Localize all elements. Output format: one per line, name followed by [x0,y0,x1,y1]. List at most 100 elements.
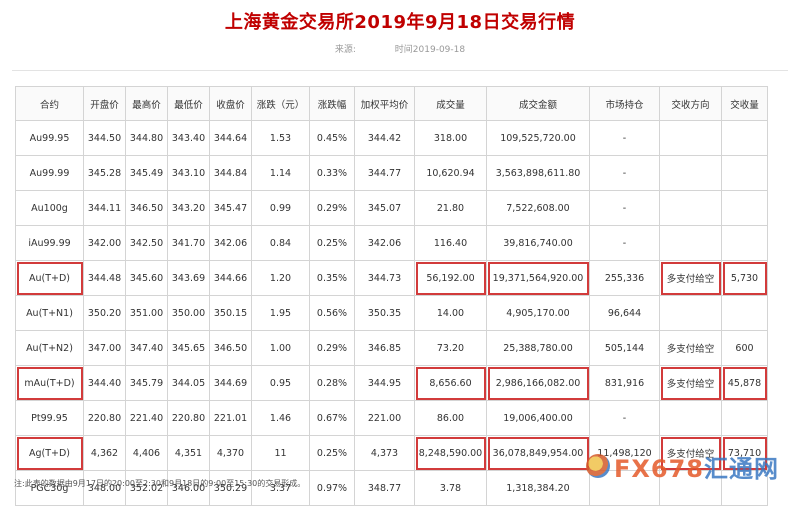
contract-cell: Au(T+N1) [15,295,84,331]
table-cell: 342.06 [354,225,415,261]
table-cell: 4,905,170.00 [486,295,590,331]
table-cell: 5,730 [721,260,768,296]
table-cell: 2,986,166,082.00 [486,365,590,401]
table-cell: 19,006,400.00 [486,400,590,436]
table-cell: 600 [721,330,768,366]
table-cell: 318.00 [414,120,487,156]
table-cell: 255,336 [589,260,660,296]
table-cell [659,120,722,156]
table-cell: 36,078,849,954.00 [486,435,590,471]
contract-cell: iAu99.99 [15,225,84,261]
table-cell: 343.40 [167,120,210,156]
contract-cell: Pt99.95 [15,400,84,436]
table-cell: 344.73 [354,260,415,296]
table-cell: 351.00 [125,295,168,331]
table-cell: 1.00 [251,330,310,366]
table-cell: 14.00 [414,295,487,331]
table-cell: 344.77 [354,155,415,191]
table-cell: 342.00 [83,225,126,261]
table-cell: 86.00 [414,400,487,436]
table-cell: 343.20 [167,190,210,226]
table-cell: - [589,155,660,191]
table-cell: 0.45% [309,120,355,156]
table-cell: 0.99 [251,190,310,226]
table-cell: 344.11 [83,190,126,226]
table-cell: 0.28% [309,365,355,401]
table-cell: 10,620.94 [414,155,487,191]
table-cell: 19,371,564,920.00 [486,260,590,296]
column-header: 交收方向 [659,86,722,121]
table-cell: 341.70 [167,225,210,261]
table-cell: 56,192.00 [414,260,487,296]
column-header: 成交金额 [486,86,590,121]
table-cell: 1,318,384.20 [486,470,590,506]
table-row: Au100g 344.11 346.50 343.20 345.47 0.99 0.29% 3… [15,190,768,226]
table-cell [659,400,722,436]
table-cell: 346.50 [125,190,168,226]
table-cell: 345.65 [167,330,210,366]
column-header: 市场持仓 [589,86,660,121]
header-row: 合约 开盘价 最高价 最低价 收盘价 涨跌（元） 涨跌幅 加权平均价 成交量 成交金额 市场持仓 交收… [15,86,768,121]
table-cell [721,295,768,331]
table-cell: 344.50 [83,120,126,156]
table-cell [721,155,768,191]
table-cell: 350.20 [83,295,126,331]
table-cell: 342.06 [209,225,252,261]
table-cell: 0.84 [251,225,310,261]
column-header: 最高价 [125,86,168,121]
table-cell: 8,656.60 [414,365,487,401]
table-row: Au(T+N1) 350.20 351.00 350.00 350.15 1.95 0.56… [15,295,768,331]
table-cell: 45,878 [721,365,768,401]
table-cell: - [589,120,660,156]
table-cell: 39,816,740.00 [486,225,590,261]
table-cell: 344.42 [354,120,415,156]
article-meta: 来源: 时间2019-09-18 [0,42,800,55]
table-cell: 347.00 [83,330,126,366]
table-cell: 345.79 [125,365,168,401]
table-cell: 221.00 [354,400,415,436]
table-cell: 4,406 [125,435,168,471]
table-cell: 96,644 [589,295,660,331]
table-cell: 344.69 [209,365,252,401]
table-cell: 344.80 [125,120,168,156]
column-header: 加权平均价 [354,86,415,121]
column-header: 成交量 [414,86,487,121]
table-cell: 0.67% [309,400,355,436]
contract-cell: Au100g [15,190,84,226]
table-cell [659,155,722,191]
table-cell: 348.77 [354,470,415,506]
table-cell: 350.00 [167,295,210,331]
watermark-text: FX678汇通网 [614,449,779,484]
table-cell: 4,373 [354,435,415,471]
page-title: 上海黄金交易所2019年9月18日交易行情 [224,12,576,33]
contract-cell: Au(T+D) [15,260,84,296]
table-cell: 350.15 [209,295,252,331]
table-cell [721,120,768,156]
column-header: 交收量 [721,86,768,121]
table-cell: 345.07 [354,190,415,226]
table-cell: 220.80 [83,400,126,436]
table-cell: 0.29% [309,190,355,226]
table-cell: 1.95 [251,295,310,331]
table-cell: 多支付给空 [659,365,722,401]
table-row: Au(T+D) 344.48 345.60 343.69 344.66 1.20 0.35%… [15,260,768,296]
table-cell: 0.29% [309,330,355,366]
table-cell: 1.14 [251,155,310,191]
table-cell: 109,525,720.00 [486,120,590,156]
table-cell: 343.69 [167,260,210,296]
table-cell: 345.47 [209,190,252,226]
table-cell: 多支付给空 [659,330,722,366]
table-cell: 8,248,590.00 [414,435,487,471]
table-cell [721,225,768,261]
table-cell [659,190,722,226]
table-cell: 344.66 [209,260,252,296]
fx678-logo-icon [586,454,610,478]
table-cell: 344.95 [354,365,415,401]
table-cell [659,295,722,331]
table-row: Au99.99 345.28 345.49 343.10 344.84 1.14 0.33%… [15,155,768,191]
table-cell: 1.20 [251,260,310,296]
table-cell: 0.97% [309,470,355,506]
contract-cell: Au99.99 [15,155,84,191]
table-cell: 116.40 [414,225,487,261]
table-cell [659,225,722,261]
